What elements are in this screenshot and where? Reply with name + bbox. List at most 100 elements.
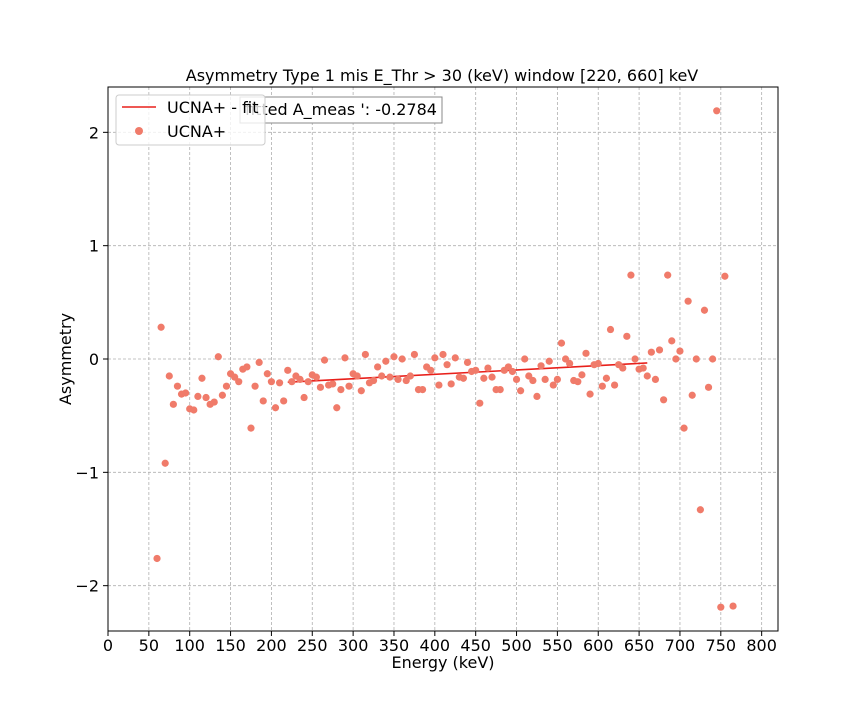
legend-point-marker xyxy=(135,127,143,135)
data-point xyxy=(386,373,394,381)
data-point xyxy=(312,373,320,381)
data-point xyxy=(222,382,231,390)
data-point xyxy=(288,378,296,386)
y-tick-label: −1 xyxy=(75,463,99,482)
chart-title: Asymmetry Type 1 mis E_Thr > 30 (keV) wi… xyxy=(186,66,699,86)
data-point xyxy=(161,459,169,467)
data-point xyxy=(668,337,676,345)
data-point xyxy=(537,362,545,370)
x-tick-label: 550 xyxy=(542,636,573,655)
y-axis-ticks: −2 −1 0 1 2 xyxy=(75,123,108,596)
data-point xyxy=(704,383,713,391)
fit-line-layer xyxy=(287,362,648,384)
x-tick-label: 100 xyxy=(174,636,205,655)
x-axis-ticks: 0 50 100 150 200 250 300 350 400 450 500 550 600 650 7… xyxy=(103,631,777,655)
data-point xyxy=(329,380,337,388)
data-point xyxy=(619,364,627,372)
x-tick-label: 250 xyxy=(297,636,328,655)
data-point xyxy=(680,424,688,432)
data-point xyxy=(676,347,684,355)
y-tick-label: 0 xyxy=(89,350,99,369)
data-point xyxy=(696,506,704,514)
data-point xyxy=(235,378,243,386)
data-point xyxy=(406,372,414,380)
data-point xyxy=(341,354,349,362)
data-point xyxy=(692,355,700,363)
data-point xyxy=(655,346,664,354)
data-point xyxy=(721,272,729,280)
data-point xyxy=(651,375,660,383)
data-point xyxy=(496,386,504,394)
data-point xyxy=(545,357,553,365)
data-point xyxy=(602,374,611,382)
data-point xyxy=(194,392,202,400)
x-tick-label: 700 xyxy=(665,636,696,655)
data-point xyxy=(431,354,439,362)
data-point xyxy=(553,375,561,383)
data-point xyxy=(275,379,284,387)
data-point xyxy=(202,393,210,402)
data-point xyxy=(333,404,341,412)
data-point xyxy=(263,370,271,378)
data-point xyxy=(476,399,484,407)
data-point xyxy=(688,391,696,399)
data-point xyxy=(410,350,419,359)
data-point xyxy=(672,355,680,363)
scatter-points xyxy=(153,107,737,611)
data-point xyxy=(512,375,521,383)
data-point xyxy=(598,382,606,390)
grid xyxy=(107,87,778,631)
data-point xyxy=(443,361,451,369)
x-tick-label: 500 xyxy=(501,636,532,655)
x-tick-label: 50 xyxy=(139,636,159,655)
data-point xyxy=(255,358,263,366)
data-point xyxy=(729,602,737,610)
data-point xyxy=(247,424,255,432)
data-point xyxy=(586,390,594,398)
data-point xyxy=(606,325,615,334)
data-point xyxy=(594,359,602,368)
data-point xyxy=(345,382,353,390)
legend-points-label: UCNA+ xyxy=(167,122,226,141)
data-point xyxy=(259,397,267,405)
data-point xyxy=(218,391,226,399)
data-point xyxy=(517,387,525,395)
data-point xyxy=(508,367,517,376)
data-point xyxy=(484,364,492,372)
data-point xyxy=(357,387,365,395)
data-point xyxy=(451,354,459,362)
data-point xyxy=(488,373,496,381)
data-point xyxy=(157,323,165,331)
data-point xyxy=(610,381,619,389)
data-point xyxy=(578,371,586,379)
data-point xyxy=(296,375,304,383)
x-tick-label: 650 xyxy=(624,636,655,655)
data-point xyxy=(300,393,308,402)
data-point xyxy=(320,356,329,364)
data-point xyxy=(664,271,672,279)
data-point xyxy=(472,366,480,374)
data-point xyxy=(198,374,206,382)
data-point xyxy=(700,306,709,314)
data-point xyxy=(398,355,406,363)
y-axis-label: Asymmetry xyxy=(56,313,75,405)
data-point xyxy=(447,380,455,388)
data-point xyxy=(390,353,398,361)
data-point xyxy=(541,375,549,383)
fit-line xyxy=(287,362,648,384)
y-tick-label: 2 xyxy=(89,123,99,142)
data-point xyxy=(533,392,541,400)
data-point xyxy=(173,382,182,390)
annotation-box: fitted A_meas ': -0.2784 xyxy=(239,96,443,124)
data-point xyxy=(713,107,721,115)
data-point xyxy=(182,389,190,397)
x-tick-label: 0 xyxy=(103,636,113,655)
data-point xyxy=(243,363,251,371)
data-point xyxy=(271,404,280,412)
y-tick-label: −2 xyxy=(75,577,99,596)
legend: UCNA+ - fit UCNA+ xyxy=(115,94,266,146)
data-point xyxy=(374,363,382,371)
data-point xyxy=(280,397,288,405)
data-point xyxy=(709,355,717,363)
